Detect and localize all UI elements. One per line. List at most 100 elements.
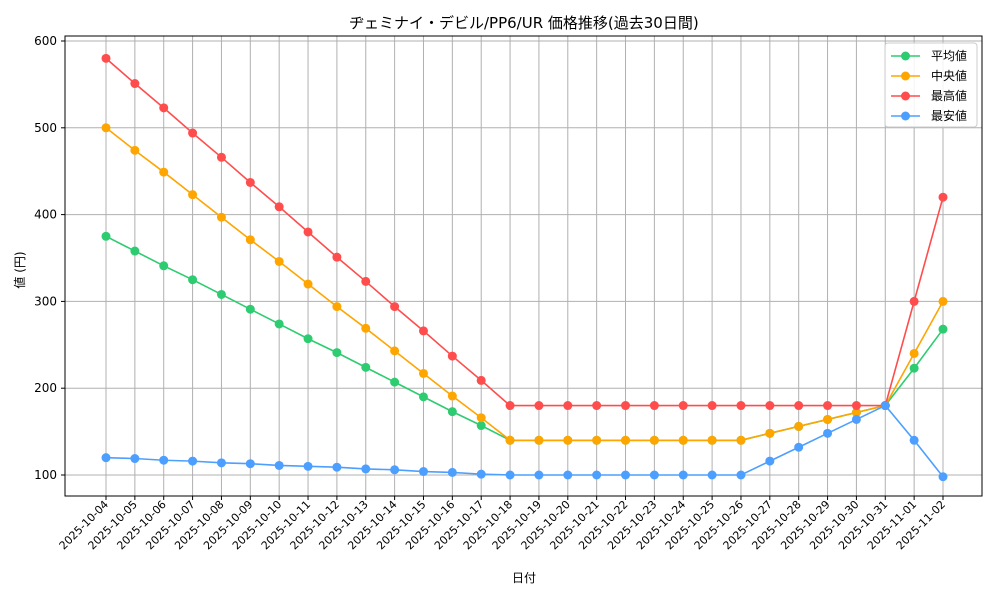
series-line: [105, 404, 944, 478]
data-point: [823, 428, 833, 438]
data-point: [303, 279, 313, 289]
y-tick-label: 600: [34, 34, 57, 48]
data-point: [418, 368, 428, 378]
data-point: [332, 348, 342, 358]
data-point: [678, 401, 688, 411]
data-point: [188, 456, 198, 466]
data-point: [390, 465, 400, 475]
data-point: [418, 326, 428, 336]
data-point: [823, 401, 833, 411]
data-point: [534, 401, 544, 411]
series-line: [105, 57, 944, 407]
data-point: [476, 375, 486, 385]
data-point: [216, 458, 226, 468]
data-point: [707, 435, 717, 445]
data-point: [678, 470, 688, 480]
data-point: [159, 261, 169, 271]
data-point: [130, 454, 140, 464]
data-point: [851, 401, 861, 411]
data-point: [851, 414, 861, 424]
data-point: [621, 435, 631, 445]
data-point: [390, 346, 400, 356]
data-point: [390, 302, 400, 312]
plot-frame: [64, 35, 983, 497]
data-point: [216, 152, 226, 162]
data-point: [245, 459, 255, 469]
data-point: [909, 296, 919, 306]
data-point: [245, 177, 255, 187]
data-point: [101, 231, 111, 241]
data-point: [794, 442, 804, 452]
data-point: [274, 202, 284, 212]
data-point: [621, 470, 631, 480]
data-point: [823, 414, 833, 424]
data-point: [159, 455, 169, 465]
data-point: [188, 190, 198, 200]
data-point: [332, 302, 342, 312]
data-point: [563, 435, 573, 445]
y-axis-label: 値 (円): [12, 251, 27, 288]
chart-title: ヂェミナイ・デビル/PP6/UR 価格推移(過去30日間): [349, 14, 698, 32]
data-point: [332, 252, 342, 262]
data-point: [938, 472, 948, 482]
legend-swatch-marker: [901, 91, 910, 101]
legend-swatch-marker: [901, 71, 910, 81]
data-point: [592, 401, 602, 411]
legend-label: 中央値: [931, 68, 967, 83]
data-point: [188, 275, 198, 285]
data-point: [274, 319, 284, 329]
data-point: [563, 401, 573, 411]
data-point: [332, 462, 342, 472]
data-point: [621, 401, 631, 411]
y-tick-label: 100: [34, 468, 57, 482]
data-point: [130, 145, 140, 155]
data-point: [361, 464, 371, 474]
data-point: [274, 460, 284, 470]
legend-label: 平均値: [931, 48, 967, 63]
data-point: [678, 435, 688, 445]
data-point: [418, 467, 428, 477]
data-point: [505, 435, 515, 445]
y-tick-label: 500: [34, 121, 57, 135]
data-point: [245, 235, 255, 245]
data-point: [101, 53, 111, 63]
series-最高値: [101, 53, 948, 411]
x-axis-label: 日付: [512, 571, 536, 585]
legend-item: 最安値: [891, 108, 967, 123]
data-point: [765, 428, 775, 438]
series-最安値: [101, 401, 948, 482]
data-point: [361, 276, 371, 286]
data-point: [736, 435, 746, 445]
data-point: [447, 467, 457, 477]
data-point: [361, 323, 371, 333]
data-point: [303, 461, 313, 471]
data-point: [880, 401, 890, 411]
legend-box: [884, 42, 978, 128]
data-point: [649, 435, 659, 445]
legend-swatch-marker: [901, 111, 910, 121]
data-point: [447, 407, 457, 417]
data-point: [851, 408, 861, 418]
data-point: [447, 351, 457, 361]
data-point: [361, 362, 371, 372]
data-point: [649, 470, 659, 480]
data-point: [707, 401, 717, 411]
data-point: [216, 289, 226, 299]
data-point: [736, 470, 746, 480]
y-axis: 100 200 300 400 500 600: [34, 34, 65, 482]
data-point: [505, 401, 515, 411]
data-point: [592, 435, 602, 445]
data-point: [159, 103, 169, 113]
data-point: [563, 470, 573, 480]
data-point: [188, 128, 198, 138]
data-point: [476, 421, 486, 431]
data-point: [909, 348, 919, 358]
data-point: [303, 334, 313, 344]
data-point: [390, 377, 400, 387]
legend-label: 最高値: [931, 88, 967, 103]
legend-item: 中央値: [891, 68, 967, 83]
data-point: [130, 246, 140, 256]
data-point: [938, 296, 948, 306]
